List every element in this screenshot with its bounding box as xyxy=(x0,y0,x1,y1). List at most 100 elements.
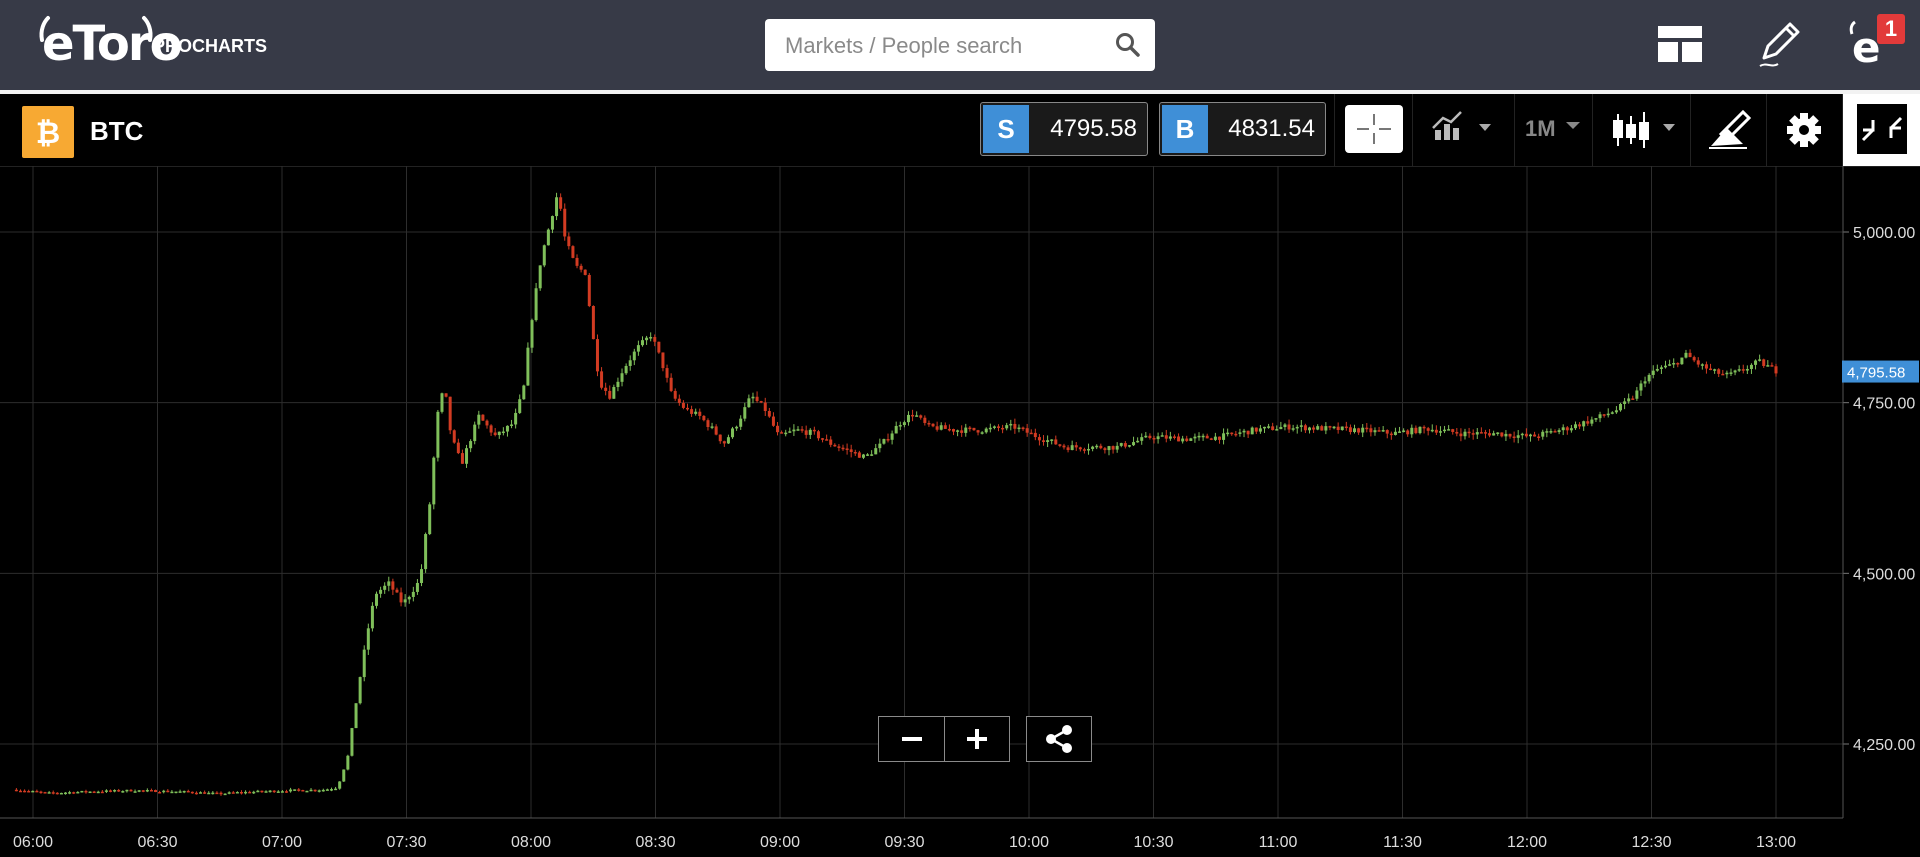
candle-body xyxy=(1598,414,1602,419)
candle-body xyxy=(833,444,837,447)
candle-body xyxy=(1627,398,1631,402)
chevron-down-icon xyxy=(1566,122,1580,129)
candle-body xyxy=(1541,431,1545,437)
candle-body xyxy=(289,789,293,792)
candle-body xyxy=(718,434,722,442)
candle-body xyxy=(1295,426,1299,429)
candle-body xyxy=(681,402,685,408)
candle-body xyxy=(1729,372,1733,374)
candle-body xyxy=(383,585,387,590)
candle-body xyxy=(1426,428,1430,431)
candle-body xyxy=(636,345,640,352)
edit-icon[interactable] xyxy=(1752,18,1804,70)
etoro-logo[interactable]: eToro xyxy=(38,14,183,74)
candle-body xyxy=(1201,435,1205,438)
candle-body xyxy=(293,789,297,791)
zoom-out-icon[interactable] xyxy=(879,717,945,761)
timeframe-label: 1M xyxy=(1525,116,1556,141)
candle-body xyxy=(673,390,677,399)
chart-type-dropdown[interactable] xyxy=(1412,94,1513,166)
candle-body xyxy=(1336,426,1340,431)
candle-body xyxy=(1365,427,1369,430)
candle-body xyxy=(1042,440,1046,442)
candle-body xyxy=(199,792,203,794)
candle-body xyxy=(1447,429,1451,431)
candle-body xyxy=(992,426,996,428)
candle-body xyxy=(1156,436,1160,440)
candle-body xyxy=(18,790,22,793)
candle-body xyxy=(1132,442,1136,446)
candle-body xyxy=(256,790,260,793)
candle-body xyxy=(1385,430,1389,434)
candle-body xyxy=(1275,429,1279,431)
candle-body xyxy=(829,439,833,445)
candle-body xyxy=(1664,365,1668,368)
candle-body xyxy=(1152,437,1156,440)
search-box[interactable] xyxy=(765,19,1155,73)
x-tick-label: 08:00 xyxy=(511,834,551,851)
candle-body xyxy=(305,790,309,793)
candle-body xyxy=(1348,427,1352,433)
candle-body xyxy=(1148,435,1152,438)
zoom-in-icon[interactable] xyxy=(945,717,1009,761)
share-button[interactable] xyxy=(1026,716,1092,762)
candle-body xyxy=(1242,430,1246,433)
x-tick-label: 09:30 xyxy=(884,834,924,851)
candle-body xyxy=(1594,418,1598,420)
search-input[interactable] xyxy=(783,19,1107,73)
candle-body xyxy=(1688,352,1692,358)
x-tick-label: 10:30 xyxy=(1133,834,1173,851)
candle-body xyxy=(1700,364,1704,366)
candle-body xyxy=(857,452,861,458)
candle-body xyxy=(550,216,554,230)
crosshair-icon xyxy=(1345,105,1403,153)
candle-body xyxy=(1393,431,1397,435)
candle-body xyxy=(1762,359,1766,366)
candle-body xyxy=(1643,381,1647,384)
settings-button[interactable] xyxy=(1766,94,1841,166)
candle-body xyxy=(1610,412,1614,414)
candle-body xyxy=(1299,425,1303,427)
candle-body xyxy=(170,791,174,794)
candle-body xyxy=(1573,424,1577,429)
timeframe-dropdown[interactable]: 1M xyxy=(1514,94,1591,166)
candle-body xyxy=(1758,359,1762,361)
candle-body xyxy=(1209,438,1213,440)
search-icon[interactable] xyxy=(1115,32,1141,58)
candle-body xyxy=(567,236,571,247)
drawing-tools-button[interactable] xyxy=(1690,94,1765,166)
candle-body xyxy=(780,432,784,434)
candle-body xyxy=(616,381,620,388)
candle-body xyxy=(80,790,84,793)
candle-body xyxy=(485,420,489,426)
candle-body xyxy=(1103,448,1107,451)
zoom-divider xyxy=(944,717,945,761)
sell-button[interactable]: S 4795.58 xyxy=(980,102,1148,156)
x-tick-label: 06:30 xyxy=(137,834,177,851)
layout-icon[interactable] xyxy=(1654,18,1706,70)
candle-body xyxy=(624,365,628,374)
candle-body xyxy=(853,451,857,454)
candle-body xyxy=(1479,432,1483,434)
candle-body xyxy=(771,416,775,426)
candle-body xyxy=(800,429,804,431)
candle-body xyxy=(1545,431,1549,433)
candle-body xyxy=(1062,445,1066,448)
buy-button[interactable]: B 4831.54 xyxy=(1159,102,1326,156)
candle-body xyxy=(1680,357,1684,365)
collapse-button[interactable] xyxy=(1842,94,1920,166)
candlestick-dropdown[interactable] xyxy=(1592,94,1689,166)
candle-body xyxy=(1316,426,1320,430)
candle-body xyxy=(1082,449,1086,451)
candle-body xyxy=(444,393,448,397)
crosshair-button[interactable] xyxy=(1334,94,1411,166)
candle-body xyxy=(514,412,518,425)
candle-body xyxy=(129,789,133,792)
candle-body xyxy=(1033,432,1037,438)
candle-body xyxy=(1185,438,1189,441)
candle-body xyxy=(362,649,366,678)
candle-body xyxy=(1189,438,1193,441)
candle-body xyxy=(821,438,825,440)
candle-body xyxy=(1639,383,1643,391)
notifications-icon[interactable]: e xyxy=(1848,18,1900,70)
